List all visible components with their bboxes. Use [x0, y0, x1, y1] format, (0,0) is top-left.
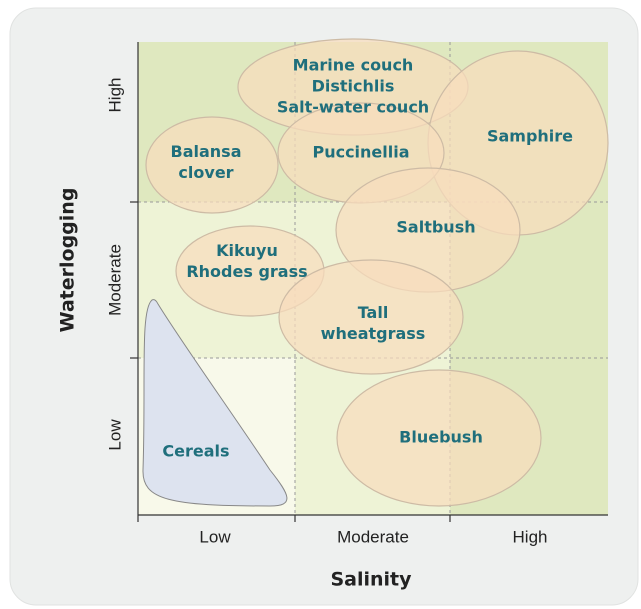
x-axis-title: Salinity: [330, 569, 412, 591]
ellipses: [145, 38, 609, 507]
region-label: wheatgrass: [321, 324, 426, 343]
x-tick-label: High: [513, 527, 548, 546]
region-label: Samphire: [487, 127, 573, 146]
region-label: Marine couch: [293, 56, 414, 75]
region-ellipse: [145, 116, 279, 214]
region-label: Distichlis: [312, 77, 395, 96]
labels: Marine couch Distichlis Salt-water couch Sa…: [162, 56, 573, 461]
region-label: Salt-water couch: [277, 98, 429, 117]
axes: [130, 42, 608, 522]
region-label: Saltbush: [396, 218, 475, 237]
y-axis-title: Waterlogging: [57, 188, 79, 333]
y-tick-label: Moderate: [105, 244, 124, 316]
region-label: Kikuyu: [216, 241, 278, 260]
region-label: Puccinellia: [312, 143, 409, 162]
region-label: Balansa: [171, 142, 242, 161]
y-tick-label: High: [105, 78, 124, 113]
region-label: Tall: [358, 303, 389, 322]
cereals-shape: [142, 299, 288, 507]
y-tick-label: Low: [105, 419, 124, 451]
x-tick-label: Low: [199, 527, 231, 546]
region-label: Cereals: [162, 442, 229, 461]
region-ellipse: [336, 369, 542, 507]
region-label: Bluebush: [399, 428, 483, 447]
region-label: clover: [178, 163, 233, 182]
region-ellipse: [278, 259, 464, 375]
region-label: Rhodes grass: [186, 262, 307, 281]
x-tick-label: Moderate: [337, 527, 409, 546]
